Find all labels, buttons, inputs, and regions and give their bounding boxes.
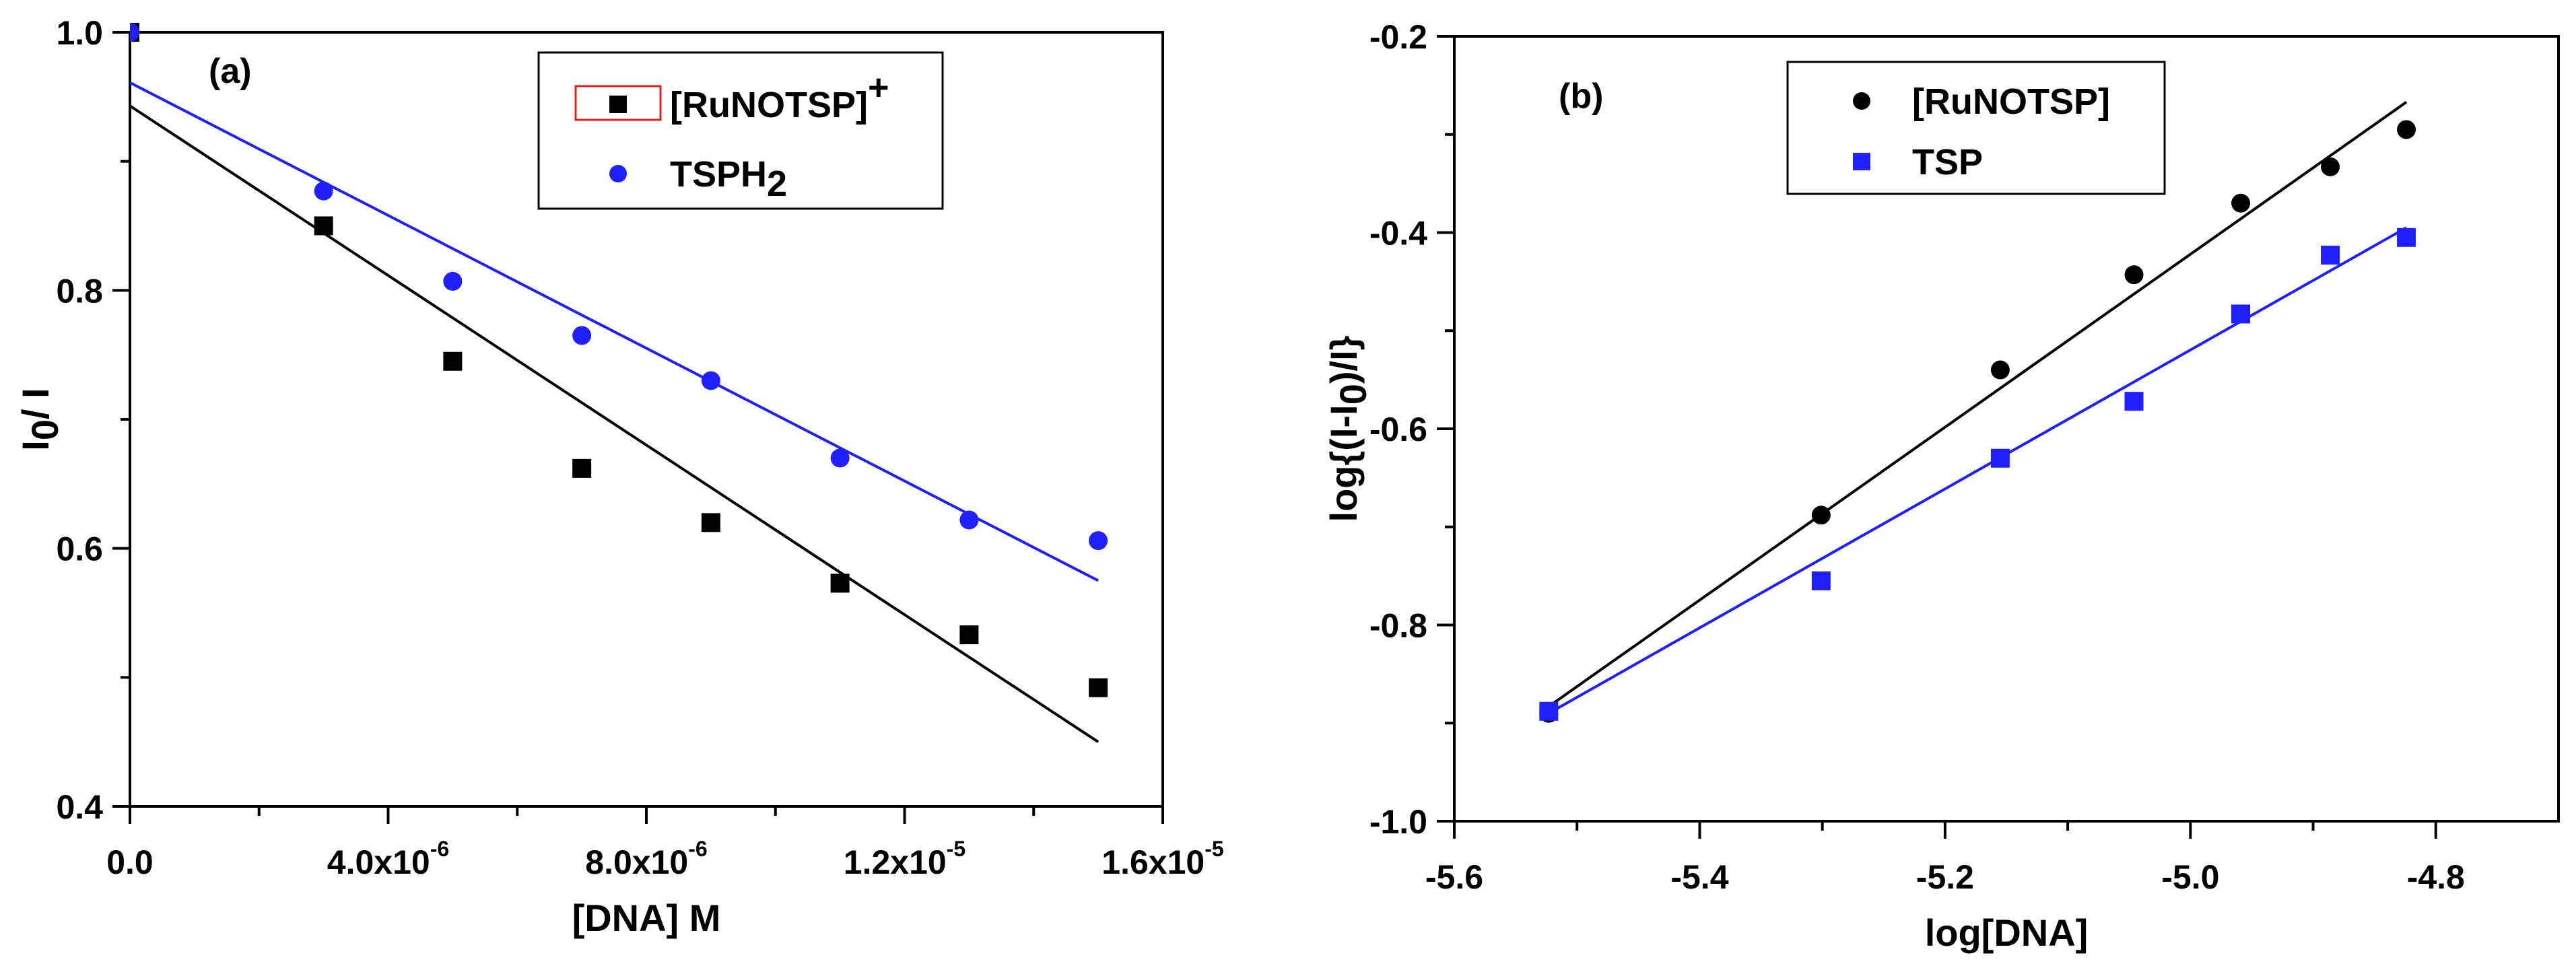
legend-marker-circle bbox=[609, 165, 627, 182]
y-tick-label: -0.8 bbox=[1369, 607, 1427, 645]
x-tick-base: 1.6x10 bbox=[1101, 843, 1205, 881]
data-point-circle bbox=[2397, 120, 2416, 139]
x-tick-exponent: -5 bbox=[947, 837, 965, 861]
data-point-square bbox=[959, 625, 979, 645]
data-point-square bbox=[2397, 228, 2416, 247]
y-axis-title: I0/ I bbox=[14, 388, 66, 450]
y-title-rest: / I bbox=[14, 388, 57, 419]
data-point-square bbox=[1539, 701, 1559, 721]
y-tick-label: -0.6 bbox=[1369, 411, 1427, 448]
panel-label: (a) bbox=[209, 52, 252, 91]
data-point-square bbox=[2124, 392, 2144, 411]
x-tick-label: 1.2x10-5 bbox=[844, 837, 965, 881]
y-tick-label: 0.6 bbox=[56, 530, 103, 568]
legend: [RuNOTSP]+ TSPH2 bbox=[537, 51, 944, 210]
legend-label: [RuNOTSP] bbox=[1912, 81, 2110, 122]
fit-line-2 bbox=[1548, 226, 2408, 715]
data-point-circle bbox=[701, 371, 720, 390]
x-tick-label: 1.6x10-5 bbox=[1101, 837, 1223, 881]
legend-marker-square bbox=[609, 96, 627, 113]
legend-label: TSPH2 bbox=[670, 154, 787, 204]
data-point-square bbox=[1811, 571, 1831, 590]
x-tick-label: 4.0x10-6 bbox=[327, 837, 449, 881]
legend-box bbox=[1786, 61, 2166, 195]
legend-marker-circle bbox=[1853, 92, 1870, 110]
data-point-square bbox=[1089, 678, 1108, 697]
x-tick-label: -5.2 bbox=[1916, 858, 1974, 896]
x-tick-label: -5.4 bbox=[1670, 858, 1728, 896]
data-point-square bbox=[2231, 304, 2251, 324]
x-tick-exponent: -6 bbox=[430, 837, 449, 861]
legend-label-name: TSPH bbox=[670, 154, 767, 195]
x-tick-label: 0.0 bbox=[106, 843, 154, 881]
legend-label-superscript: + bbox=[868, 67, 889, 108]
x-tick-base: 4.0x10 bbox=[327, 843, 430, 881]
x-tick-exponent: -5 bbox=[1205, 837, 1223, 861]
data-point-square bbox=[572, 458, 592, 478]
y-tick-label: -0.2 bbox=[1369, 18, 1427, 56]
x-axis-title: log[DNA] bbox=[1925, 911, 2089, 954]
data-point-circle bbox=[2124, 265, 2144, 285]
y-tick-label: -0.4 bbox=[1369, 215, 1427, 252]
x-tick-label: -4.8 bbox=[2407, 858, 2465, 896]
y-tick-label: 0.4 bbox=[56, 788, 103, 826]
y-title-rest: )/I} bbox=[1322, 336, 1365, 384]
legend-label-subscript: 2 bbox=[767, 164, 787, 204]
legend-box bbox=[537, 51, 944, 210]
plot-area bbox=[130, 23, 1108, 743]
y-axis-title: log{(I-I0)/I} bbox=[1322, 336, 1374, 522]
x-tick-label: 8.0x10-6 bbox=[585, 837, 707, 881]
data-point-circle bbox=[959, 510, 979, 530]
data-point-circle bbox=[130, 23, 139, 42]
legend-label-name: TSP bbox=[1912, 142, 1983, 182]
data-point-square bbox=[701, 513, 720, 532]
x-tick-exponent: -6 bbox=[688, 837, 707, 861]
fit-line-1 bbox=[130, 104, 1099, 743]
data-point-square bbox=[443, 351, 463, 371]
fit-line-1 bbox=[1548, 101, 2408, 708]
x-tick-base: 1.2x10 bbox=[844, 843, 947, 881]
legend-label: TSP bbox=[1912, 142, 1983, 182]
data-point-square bbox=[1990, 448, 2010, 468]
x-tick-base: 0.0 bbox=[106, 843, 154, 881]
y-title-main: I bbox=[14, 440, 57, 451]
legend: [RuNOTSP] TSP bbox=[1786, 61, 2166, 195]
panel-label: (b) bbox=[1559, 77, 1603, 116]
data-point-circle bbox=[1811, 506, 1831, 525]
data-point-square bbox=[314, 216, 333, 236]
data-point-circle bbox=[2231, 193, 2251, 213]
x-tick-label: -5.0 bbox=[2161, 858, 2219, 896]
x-tick-label: -5.6 bbox=[1425, 858, 1483, 896]
y-title-subscript: 0 bbox=[1332, 384, 1374, 405]
x-axis-title: [DNA] M bbox=[572, 897, 721, 939]
y-tick-label: 0.8 bbox=[56, 272, 103, 310]
chart-panel-a: 0.0 4.0x10-6 8.0x10-6 1.2x10-5 1.6x10-50.40.… bbox=[14, 14, 1224, 939]
legend-label-name: [RuNOTSP] bbox=[670, 85, 868, 125]
legend-label: [RuNOTSP]+ bbox=[670, 67, 889, 125]
data-point-circle bbox=[314, 181, 333, 201]
y-tick-label: 1.0 bbox=[56, 14, 103, 52]
y-tick-label: -1.0 bbox=[1369, 803, 1427, 841]
x-tick-base: 8.0x10 bbox=[585, 843, 688, 881]
data-point-circle bbox=[830, 448, 850, 468]
legend-label-name: [RuNOTSP] bbox=[1912, 81, 2110, 122]
plot-area bbox=[1539, 101, 2416, 723]
fit-line-2 bbox=[130, 81, 1099, 582]
data-point-circle bbox=[572, 326, 592, 345]
data-point-square bbox=[2321, 246, 2340, 265]
y-title-subscript: 0 bbox=[24, 419, 66, 440]
legend-marker-square bbox=[1853, 153, 1870, 170]
data-point-square bbox=[830, 574, 850, 593]
data-point-circle bbox=[2321, 157, 2340, 176]
legend-highlight-box bbox=[574, 85, 662, 121]
data-point-circle bbox=[1990, 360, 2010, 380]
chart-panel-b: -5.6 -5.4 -5.2 -5.0 -4.8 -1.0 -0.8 -0.6 -0.4 -0.2… bbox=[1322, 18, 2560, 954]
data-point-circle bbox=[443, 271, 463, 291]
y-title-main: log{(I-I bbox=[1322, 405, 1365, 522]
data-point-circle bbox=[1089, 531, 1108, 551]
